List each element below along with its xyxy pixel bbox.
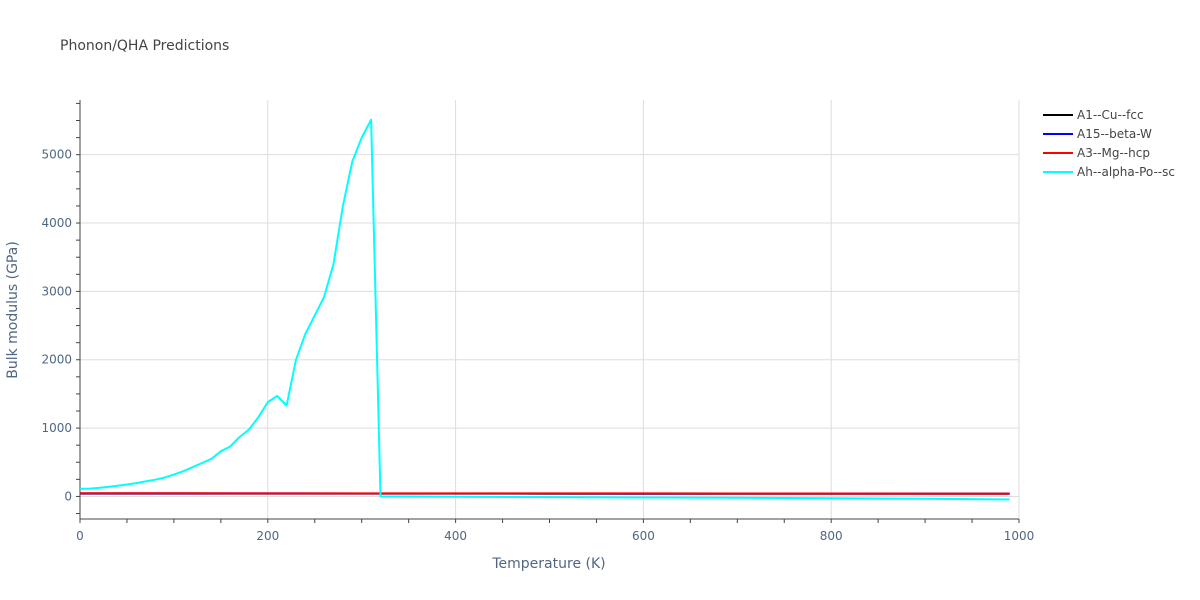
- y-tick-label: 0: [64, 489, 72, 503]
- plot-area: [79, 118, 1010, 501]
- legend-label: Ah--alpha-Po--sc: [1077, 165, 1175, 179]
- series-line-ah-alpha-po-sc: [79, 118, 1010, 501]
- x-tick-label: 0: [76, 529, 84, 543]
- legend-label: A15--beta-W: [1077, 127, 1152, 141]
- legend-item[interactable]: A15--beta-W: [1043, 127, 1152, 141]
- legend-item[interactable]: A3--Mg--hcp: [1043, 146, 1150, 160]
- x-tick-label: 200: [256, 529, 279, 543]
- x-tick-label: 1000: [1004, 529, 1035, 543]
- chart-title: Phonon/QHA Predictions: [60, 38, 229, 54]
- legend-item[interactable]: A1--Cu--fcc: [1043, 108, 1144, 122]
- y-tick-label: 3000: [41, 284, 72, 298]
- x-tick-label: 600: [632, 529, 655, 543]
- x-tick-label: 800: [820, 529, 843, 543]
- y-tick-label: 5000: [41, 148, 72, 162]
- y-axis-title: Bulk modulus (GPa): [5, 241, 21, 379]
- y-tick-label: 2000: [41, 353, 72, 367]
- x-axis-title: Temperature (K): [491, 556, 605, 572]
- y-tick-label: 1000: [41, 421, 72, 435]
- y-tick-label: 4000: [41, 216, 72, 230]
- legend-label: A1--Cu--fcc: [1077, 108, 1144, 122]
- x-tick-label: 400: [444, 529, 467, 543]
- grid: [80, 100, 1020, 519]
- axes: 0 200 400 600 800 1000 0 1000 2000 3000 4000 5000: [41, 100, 1034, 543]
- legend-label: A3--Mg--hcp: [1077, 146, 1150, 160]
- legend-item[interactable]: Ah--alpha-Po--sc: [1043, 165, 1175, 179]
- legend[interactable]: A1--Cu--fcc A15--beta-W A3--Mg--hcp Ah--alp…: [1043, 108, 1175, 179]
